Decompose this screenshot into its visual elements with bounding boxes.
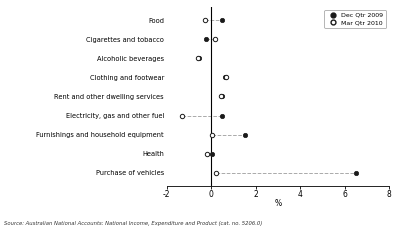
Point	[241, 133, 248, 136]
Point	[209, 152, 216, 155]
Point	[209, 133, 216, 136]
Point	[219, 18, 225, 22]
Point	[219, 114, 225, 117]
Point	[204, 152, 210, 155]
Point	[202, 37, 209, 41]
Point	[195, 57, 201, 60]
Point	[353, 171, 359, 175]
Legend: Dec Qtr 2009, Mar Qtr 2010: Dec Qtr 2009, Mar Qtr 2010	[324, 10, 386, 28]
Point	[201, 18, 208, 22]
Point	[212, 171, 219, 175]
Point	[222, 76, 228, 79]
Point	[218, 95, 224, 98]
X-axis label: %: %	[274, 199, 281, 208]
Point	[219, 95, 225, 98]
Point	[179, 114, 185, 117]
Point	[222, 76, 229, 79]
Text: Source: Australian National Accounts: National Income, Expenditure and Product (: Source: Australian National Accounts: Na…	[4, 221, 262, 226]
Point	[196, 57, 202, 60]
Point	[211, 37, 218, 41]
